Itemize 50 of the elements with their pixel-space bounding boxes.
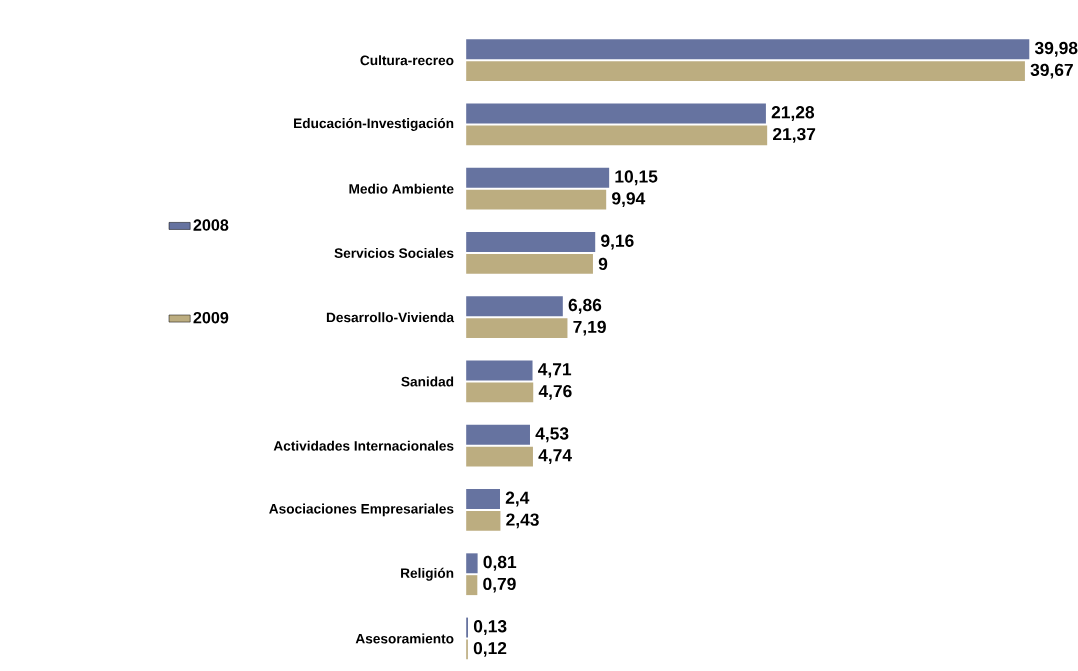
- y-tick-label: Medio Ambiente: [349, 183, 454, 194]
- data-label: 4,53: [535, 427, 569, 443]
- y-tick-label: Servicios Sociales: [334, 248, 454, 259]
- bar: [466, 232, 596, 253]
- bar: [466, 425, 530, 445]
- data-label: 4,76: [538, 385, 572, 400]
- data-label: 4,74: [538, 449, 572, 465]
- data-label: 0,13: [473, 620, 507, 636]
- bar: [466, 39, 1030, 60]
- bar: [466, 553, 478, 574]
- y-tick-label: Asesoramiento: [355, 633, 454, 644]
- y-tick-label: Religión: [401, 567, 454, 581]
- data-label: 39,67: [1030, 63, 1073, 79]
- bar: [466, 254, 593, 275]
- y-tick-label: Asociaciones Empresariales: [269, 503, 454, 517]
- data-label: 2,4: [505, 491, 530, 507]
- bar: [466, 168, 610, 188]
- bar: [466, 296, 563, 317]
- y-tick-label: Cultura-recreo: [360, 55, 454, 66]
- bar: [466, 318, 568, 339]
- y-tick-label: Sanidad: [401, 376, 454, 387]
- y-tick-label: Desarrollo-Vivienda: [326, 312, 455, 323]
- data-label: 39,98: [1034, 42, 1078, 57]
- data-label: 0,12: [473, 642, 507, 658]
- bar: [466, 61, 1025, 82]
- data-label: 21,37: [773, 128, 816, 143]
- y-tick-label: Educación-Investigación: [294, 118, 454, 132]
- data-label: 7,19: [573, 320, 606, 336]
- data-label: 9: [598, 257, 608, 271]
- data-label: 10,15: [615, 170, 658, 186]
- bar: [466, 189, 607, 210]
- bar: [466, 511, 501, 532]
- bar: [466, 489, 500, 510]
- data-label: 9,16: [601, 234, 634, 250]
- bar: [466, 103, 766, 124]
- data-label: 0,81: [483, 556, 517, 571]
- data-label: 2,43: [506, 513, 539, 529]
- data-label: 0,79: [483, 577, 516, 593]
- bar: [466, 575, 478, 596]
- bar: [466, 382, 534, 403]
- data-label: 4,71: [538, 363, 572, 379]
- bar: [466, 125, 768, 146]
- legend-label: 2009: [193, 312, 229, 324]
- y-tick-label: Actividades Internacionales: [273, 440, 454, 451]
- bar: [466, 360, 533, 381]
- data-label: 21,28: [771, 106, 815, 122]
- data-label: 9,94: [612, 192, 646, 208]
- data-label: 6,86: [568, 299, 602, 314]
- bar: [466, 446, 533, 467]
- legend-label: 2008: [193, 219, 229, 231]
